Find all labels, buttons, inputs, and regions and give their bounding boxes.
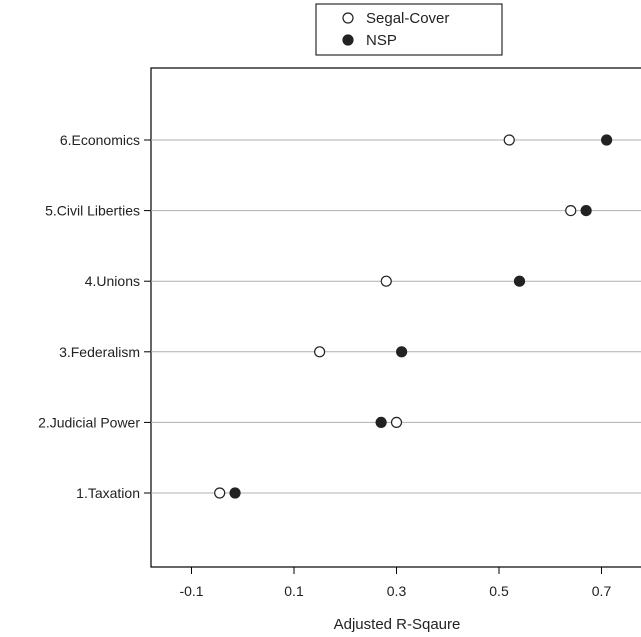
point-nsp-1-taxation — [229, 487, 241, 499]
x-tick-label: 0.7 — [592, 583, 612, 599]
y-tick-label-4-unions: 4.Unions — [85, 273, 140, 289]
legend-label-nsp: NSP — [366, 32, 397, 49]
point-segal-cover-5-civil-liberties — [565, 205, 577, 217]
point-segal-cover-6-economics — [503, 134, 515, 146]
point-nsp-5-civil-liberties — [580, 205, 592, 217]
x-tick-label: 0.5 — [489, 583, 509, 599]
point-segal-cover-3-federalism — [314, 346, 326, 358]
x-tick-label: 0.3 — [387, 583, 407, 599]
x-axis-title: Adjusted R-Sqaure — [334, 616, 461, 633]
y-tick-label-3-federalism: 3.Federalism — [59, 344, 140, 360]
y-tick-label-1-taxation: 1.Taxation — [76, 485, 140, 501]
legend-label-segal-cover: Segal-Cover — [366, 10, 449, 27]
y-tick-label-6-economics: 6.Economics — [60, 132, 140, 148]
x-tick-label: 0.1 — [284, 583, 304, 599]
legend-marker-nsp — [342, 34, 354, 46]
y-axis: 1.Taxation 2.Judicial Power 3.Federalism 4.… — [38, 132, 151, 501]
point-segal-cover-4-unions — [380, 275, 392, 287]
x-tick-label: -0.1 — [179, 583, 203, 599]
y-tick-label-5-civil-liberties: 5.Civil Liberties — [45, 203, 140, 219]
grid-lines — [151, 139, 641, 494]
x-axis: -0.1 0.1 0.3 0.5 0.7 — [179, 567, 611, 599]
point-segal-cover-1-taxation — [214, 487, 226, 499]
legend: Segal-Cover NSP — [315, 3, 503, 56]
point-nsp-6-economics — [601, 134, 613, 146]
plot-frame — [150, 67, 641, 568]
point-nsp-2-judicial-power — [375, 416, 387, 428]
point-nsp-4-unions — [513, 275, 526, 287]
y-tick-label-2-judicial-power: 2.Judicial Power — [38, 414, 140, 430]
point-nsp-3-federalism — [396, 346, 408, 358]
legend-marker-segal-cover — [342, 12, 354, 24]
point-segal-cover-2-judicial-power — [390, 416, 403, 428]
data-points — [214, 134, 613, 499]
